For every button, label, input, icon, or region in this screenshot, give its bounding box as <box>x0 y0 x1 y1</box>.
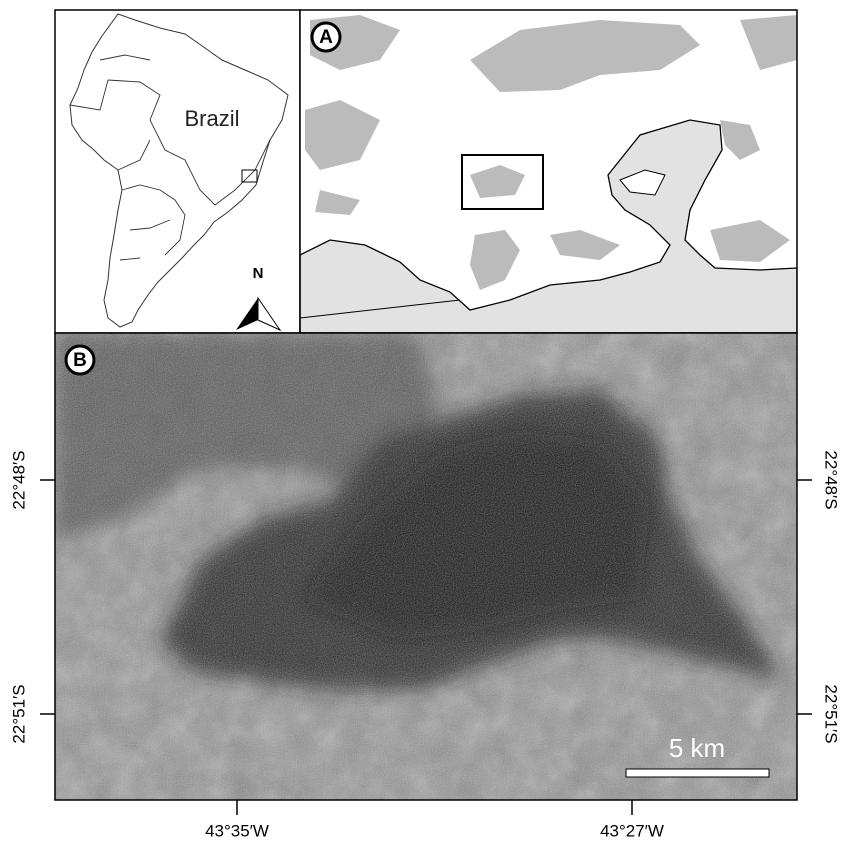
inset-map: Brazil N <box>55 10 300 333</box>
panel-b: 5 km <box>55 333 797 800</box>
scale-bar <box>626 769 769 777</box>
lat-label-right: 22°51′S <box>822 684 841 743</box>
lon-label: 43°35′W <box>205 821 269 840</box>
panel-a-label: A <box>319 27 333 48</box>
lon-label: 43°27′W <box>600 821 664 840</box>
image-grain <box>55 333 797 800</box>
lat-label-left: 22°51′S <box>9 684 28 743</box>
lat-label-left: 22°48′S <box>9 450 28 509</box>
map-figure: Brazil N A 5 k <box>0 0 842 844</box>
scale-bar-label: 5 km <box>669 733 725 763</box>
country-label: Brazil <box>184 106 239 131</box>
lat-label-right: 22°48′S <box>822 450 841 509</box>
panel-a <box>300 10 797 333</box>
panel-b-label: B <box>73 350 87 371</box>
north-label: N <box>253 265 264 282</box>
